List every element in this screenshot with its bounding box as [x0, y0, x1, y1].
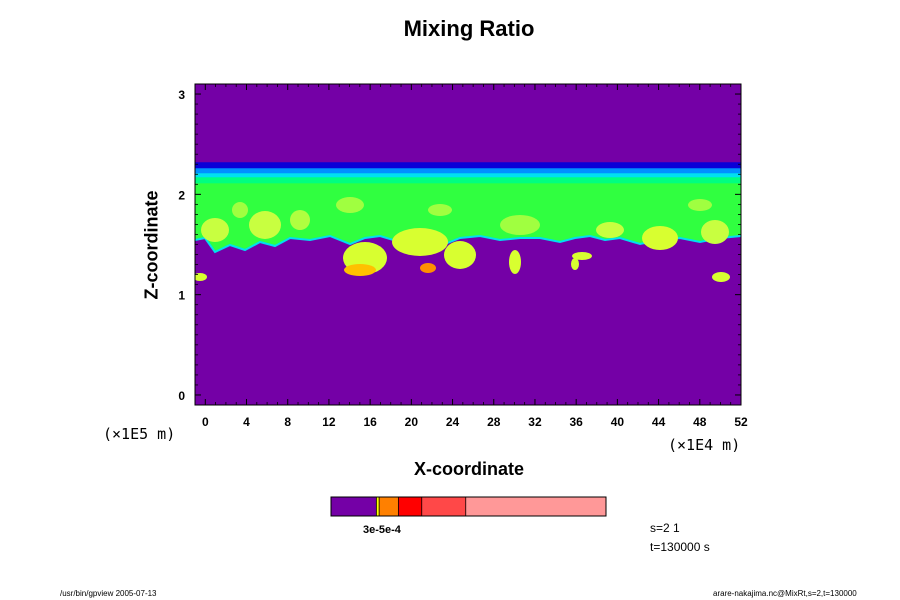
plume-10	[571, 258, 579, 270]
plume-14	[701, 220, 729, 244]
y-tick-label: 2	[178, 188, 185, 202]
x-tick-label: 0	[202, 415, 209, 429]
colorbar-segment-1	[376, 497, 380, 516]
x-tick-label: 40	[611, 415, 625, 429]
plume-9	[572, 252, 592, 260]
colorbar-label: 3e-5e-4	[363, 524, 401, 536]
x-tick-label: 8	[284, 415, 291, 429]
annotation-s: s=2 1	[650, 521, 680, 535]
colorbar-segment-2	[379, 497, 399, 516]
x-axis-unit: (×1E4 m)	[668, 436, 741, 454]
x-tick-label: 24	[446, 415, 460, 429]
plume-7	[444, 241, 476, 269]
plume-0	[201, 218, 229, 242]
layer-edge-outline	[195, 234, 741, 254]
y-tick-label: 1	[178, 289, 185, 303]
x-tick-label: 4	[243, 415, 250, 429]
footer-right: arare-nakajima.nc@MixRt,s=2,t=130000	[713, 589, 857, 598]
x-tick-label: 36	[569, 415, 583, 429]
x-tick-label: 32	[528, 415, 542, 429]
plume-18	[336, 197, 364, 213]
annotation-t: t=130000 s	[650, 540, 710, 554]
colorbar-segment-0	[331, 497, 377, 516]
x-tick-label: 20	[405, 415, 419, 429]
x-tick-label: 48	[693, 415, 707, 429]
plume-6	[420, 263, 436, 273]
colorbar-frame	[330, 496, 607, 517]
x-axis-label: X-coordinate	[413, 459, 524, 479]
layer-band-0	[195, 162, 741, 171]
y-axis-unit: (×1E5 m)	[103, 425, 176, 443]
x-tick-label: 16	[363, 415, 377, 429]
plume-13	[642, 226, 678, 250]
plume-5	[392, 228, 448, 256]
plume-11	[500, 215, 540, 235]
x-tick-label: 52	[734, 415, 748, 429]
y-tick-label: 3	[178, 88, 185, 102]
layer-band-1	[195, 168, 741, 175]
x-tick-label: 44	[652, 415, 666, 429]
plume-12	[596, 222, 624, 238]
colorbar-segment-5	[465, 497, 606, 516]
layer-lower-edge	[195, 206, 741, 252]
chart-title: Mixing Ratio	[403, 16, 535, 41]
layer-band-3	[195, 177, 741, 185]
plume-1	[249, 211, 281, 239]
plume-15	[712, 272, 730, 282]
colorbar-segment-3	[398, 497, 422, 516]
field-contours	[195, 162, 741, 282]
plume-17	[232, 202, 248, 218]
y-tick-label: 0	[178, 389, 185, 403]
plume-8	[509, 250, 521, 274]
footer-left: /usr/bin/gpview 2005-07-13	[60, 589, 157, 598]
plume-2	[290, 210, 310, 230]
plume-19	[428, 204, 452, 216]
layer-band-2	[195, 173, 741, 179]
plume-16	[195, 273, 207, 281]
x-tick-label: 28	[487, 415, 501, 429]
plume-20	[688, 199, 712, 211]
plume-4	[344, 264, 376, 276]
colorbar-segment-4	[421, 497, 466, 516]
x-tick-label: 12	[322, 415, 336, 429]
